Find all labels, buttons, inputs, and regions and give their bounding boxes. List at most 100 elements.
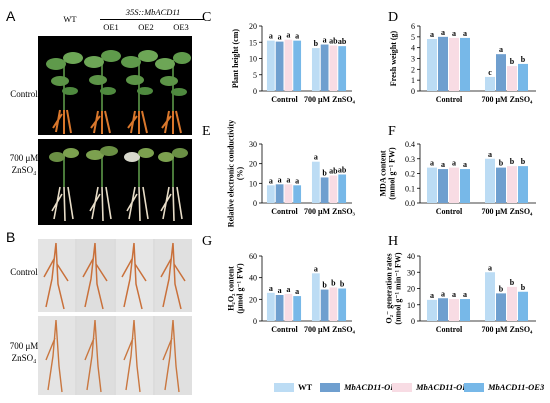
sig-letter-f-0-0: a [430,159,434,168]
bar-f-1-3 [518,166,528,203]
bar-c-1-0 [311,48,320,91]
sig-letter-h-0-2: a [452,290,456,299]
sig-letter-e-0-3: a [295,176,299,185]
category-label-e-1: 700 μM ZnSO₃ [304,207,356,216]
y-tick-label-c-4: 20 [249,22,257,31]
sig-letter-e-1-0: a [314,153,318,162]
bar-g-0-0 [266,292,275,321]
y-axis-title-g-0: H₂O₂ content [227,266,236,311]
y-axis-title-e-0: Relative electronic conductivity [227,120,236,227]
sig-letter-h-0-0: a [430,291,434,300]
bar-d-0-1 [438,36,448,91]
bar-h-0-0 [427,299,437,321]
bar-f-1-0 [485,158,495,203]
sig-letter-g-0-3: a [295,287,299,296]
category-label-d-1: 700 μM ZnSO₄ [482,95,534,104]
sig-letter-c-0-1: a [278,33,282,42]
sig-letter-f-0-1: a [441,160,445,169]
legend-swatch-oe3 [464,383,484,392]
bar-e-1-2 [329,175,338,203]
y-tick-label-e-3: 30 [249,140,257,149]
sig-letter-h-1-1: b [499,284,504,293]
bar-h-0-1 [438,298,448,321]
sig-letter-e-1-3: ab [338,165,347,174]
bar-f-1-1 [496,167,506,203]
bar-d-1-2 [507,66,517,91]
bar-e-0-0 [266,185,275,203]
panel-letter-h: H [388,234,398,249]
bar-h-1-3 [518,291,528,321]
y-tick-label-f-3: 0.3 [405,155,415,164]
plant-photo-control [38,36,192,135]
bar-c-0-2 [284,39,293,91]
y-tick-label-d-6: 6 [411,22,415,31]
root-photo-znso4-drawing [38,316,192,395]
y-tick-label-d-2: 2 [411,65,415,74]
sig-letter-e-1-2: ab [329,166,338,175]
bar-g-1-1 [320,289,329,321]
bar-d-0-3 [460,37,470,91]
sig-letter-f-1-2: b [510,157,515,166]
y-axis-title-f-0: MDA content [379,150,388,196]
y-tick-label-e-0: 0 [253,199,257,208]
sig-letter-g-0-1: a [278,286,282,295]
plant-oe1-control [84,50,121,134]
sig-letter-g-1-2: b [331,278,336,287]
panel-letter-f: F [388,124,396,139]
sig-letter-e-0-1: a [278,175,282,184]
sig-letter-d-0-0: a [430,30,434,39]
sig-letter-c-0-3: a [295,32,299,41]
bar-d-0-2 [449,37,459,91]
y-tick-label-d-5: 5 [411,33,415,42]
sig-letter-g-1-1: b [322,281,327,290]
bar-f-0-0 [427,167,437,203]
root-photo-control [38,239,192,312]
bar-f-0-3 [460,169,470,203]
bar-g-1-0 [311,273,320,321]
bar-g-0-3 [293,296,302,321]
genotype-header: 35S::MbACD11 [125,7,181,17]
y-tick-label-d-1: 1 [411,76,415,85]
panel-letter-e: E [202,124,211,139]
y-tick-label-f-0: 0.0 [405,199,415,208]
sig-letter-d-1-2: b [510,57,515,66]
y-tick-label-d-3: 3 [411,55,415,64]
y-tick-label-g-2: 40 [249,274,257,283]
plant-oe3-control [155,52,191,134]
plant-wt-control [46,52,83,134]
bar-c-0-1 [275,41,284,91]
panel-letter-d: D [388,10,398,25]
bar-h-1-0 [485,272,495,321]
plant-photo-znso4 [38,139,192,225]
column-label-wt: WT [63,14,77,24]
bar-h-1-2 [507,286,517,321]
bar-e-0-3 [293,185,302,203]
legend-label-oe1: MbACD11-OE1 [344,382,401,392]
y-tick-label-f-1: 0.1 [405,184,415,193]
legend-swatch-oe1 [320,383,340,392]
y-tick-label-f-4: 0.4 [405,140,415,149]
sig-letter-f-1-1: b [499,159,504,168]
sig-letter-g-1-0: a [314,264,318,273]
y-tick-label-h-3: 30 [407,268,415,277]
y-tick-label-h-2: 20 [407,285,415,294]
y-tick-label-f-2: 0.2 [405,170,415,179]
bar-c-0-0 [266,40,275,91]
y-tick-label-c-0: 0 [253,87,257,96]
y-axis-title-g-1: (μmol g⁻¹ FW) [236,263,245,314]
bar-e-0-2 [284,184,293,203]
sig-letter-h-1-3: b [521,283,526,292]
sig-letter-e-0-2: a [286,175,290,184]
sig-letter-e-1-1: b [322,168,327,177]
y-axis-title-d: Fresh weight (g) [389,30,398,86]
category-label-h-0: Control [436,325,463,334]
legend-label-oe2: MbACD11-OE2 [416,382,473,392]
bar-e-1-0 [311,161,320,203]
bar-e-1-1 [320,177,329,203]
root-row-label-control: Control [10,267,38,277]
sig-letter-c-1-1: a [323,36,327,45]
y-axis-title-c: Plant height (cm) [231,29,240,88]
sig-letter-c-1-3: ab [338,37,347,46]
bar-h-0-3 [460,299,470,321]
